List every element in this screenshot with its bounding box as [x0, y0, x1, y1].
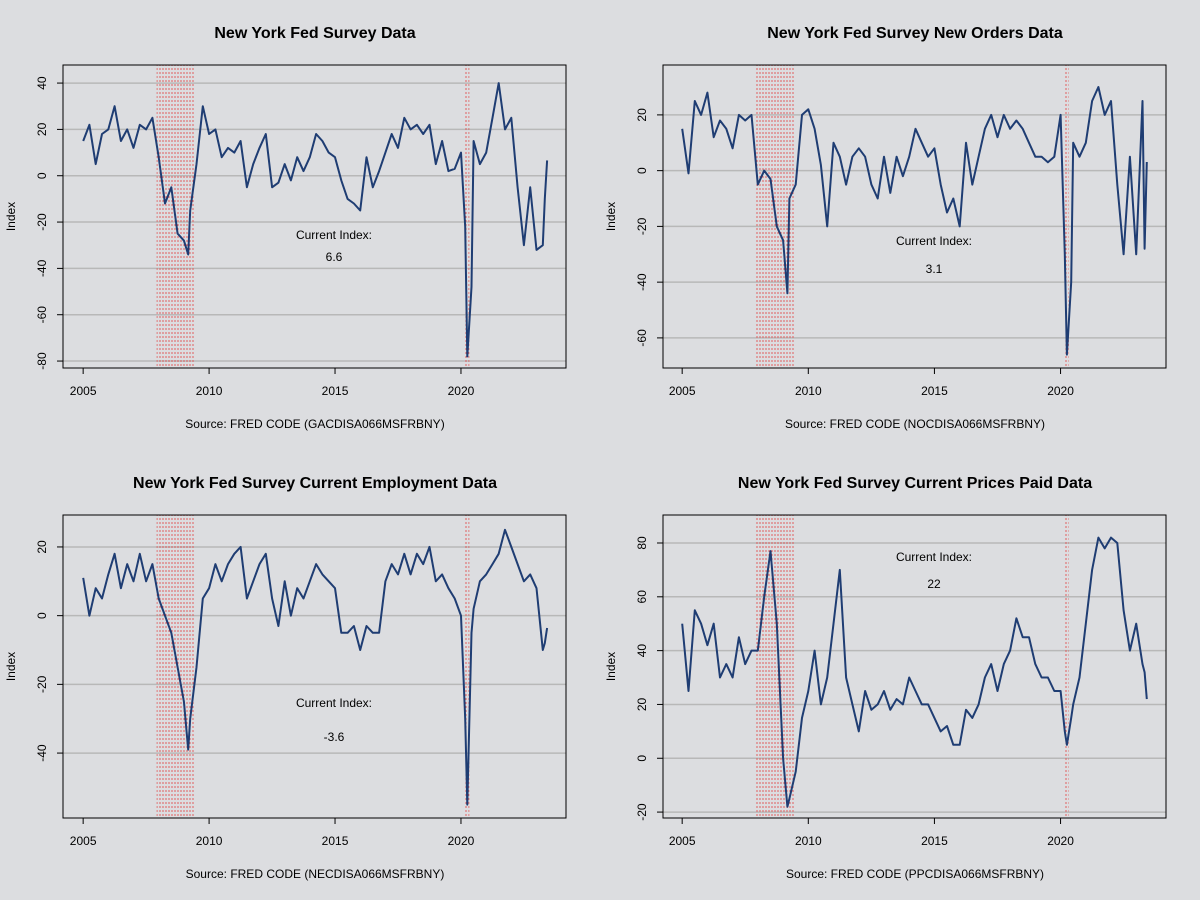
x-tick-label: 2020 — [1047, 384, 1074, 398]
y-tick-label: -40 — [635, 273, 649, 291]
annotation-value: -3.6 — [324, 730, 345, 744]
source-note: Source: FRED CODE (NOCDISA066MSFRBNY) — [785, 417, 1045, 431]
y-axis-label: Index — [4, 202, 18, 231]
chart-panel: New York Fed Survey New Orders Data -60 -4… — [604, 25, 1167, 431]
x-tick-label: 2015 — [322, 834, 349, 848]
x-tick-label: 2010 — [795, 834, 822, 848]
y-tick-label: 40 — [35, 76, 49, 90]
y-tick-label: -60 — [635, 329, 649, 347]
chart-panel: New York Fed Survey Current Prices Paid … — [604, 475, 1167, 881]
chart-title: New York Fed Survey Current Prices Paid … — [738, 475, 1092, 492]
y-tick-label: -20 — [635, 217, 649, 235]
annotation-label: Current Index: — [296, 696, 372, 710]
y-tick-label: 20 — [35, 540, 49, 554]
y-tick-label: -20 — [35, 675, 49, 693]
chart-title: New York Fed Survey New Orders Data — [767, 25, 1063, 42]
y-tick-label: 20 — [35, 122, 49, 136]
annotation-label: Current Index: — [296, 228, 372, 242]
y-tick-label: 20 — [635, 697, 649, 711]
x-tick-label: 2015 — [921, 834, 948, 848]
annotation-value: 22 — [927, 577, 941, 591]
x-tick-label: 2020 — [448, 834, 475, 848]
recession-shade — [1064, 65, 1069, 368]
y-axis-label: Index — [4, 652, 18, 681]
recession-shade — [1064, 515, 1069, 818]
x-tick-label: 2015 — [322, 384, 349, 398]
x-tick-label: 2020 — [448, 384, 475, 398]
y-tick-label: 60 — [635, 590, 649, 604]
y-tick-label: -80 — [35, 352, 49, 370]
x-tick-label: 2005 — [669, 834, 696, 848]
x-tick-label: 2005 — [669, 384, 696, 398]
data-line — [82, 528, 549, 806]
annotation-value: 3.1 — [926, 262, 943, 276]
chart-title: New York Fed Survey Current Employment D… — [133, 475, 497, 492]
x-tick-label: 2005 — [70, 834, 97, 848]
plot-frame — [662, 64, 1167, 369]
y-tick-label: 80 — [635, 536, 649, 550]
data-line — [82, 82, 549, 358]
annotation-label: Current Index: — [896, 234, 972, 248]
x-tick-label: 2005 — [70, 384, 97, 398]
y-tick-label: 0 — [635, 167, 649, 174]
recession-shade — [465, 515, 470, 818]
plot-frame — [662, 514, 1167, 819]
chart-title: New York Fed Survey Data — [214, 25, 415, 42]
recession-shade — [156, 515, 195, 818]
y-tick-label: -60 — [35, 306, 49, 324]
x-tick-label: 2020 — [1047, 834, 1074, 848]
y-tick-label: 20 — [635, 108, 649, 122]
chart-panel: New York Fed Survey Current Employment D… — [4, 475, 567, 881]
recession-shade — [755, 515, 794, 818]
chart-panel: New York Fed Survey Data -80 -60 -40 -20 0 20 4… — [4, 25, 567, 431]
data-line — [681, 86, 1148, 356]
plot-frame — [62, 64, 567, 369]
y-tick-label: -40 — [35, 744, 49, 762]
y-tick-label: -40 — [35, 259, 49, 277]
x-tick-label: 2010 — [196, 384, 223, 398]
source-note: Source: FRED CODE (NECDISA066MSFRBNY) — [186, 867, 445, 881]
y-axis-label: Index — [604, 652, 618, 681]
x-tick-label: 2015 — [921, 384, 948, 398]
x-tick-label: 2010 — [196, 834, 223, 848]
y-tick-label: -20 — [35, 213, 49, 231]
recession-shade — [465, 65, 470, 368]
y-axis-label: Index — [604, 202, 618, 231]
y-tick-label: 0 — [35, 612, 49, 619]
y-tick-label: 0 — [35, 172, 49, 179]
y-tick-label: -20 — [635, 803, 649, 821]
data-line — [681, 536, 1148, 808]
annotation-value: 6.6 — [326, 250, 343, 264]
y-tick-label: 0 — [635, 755, 649, 762]
x-tick-label: 2010 — [795, 384, 822, 398]
plot-frame — [62, 514, 567, 819]
annotation-label: Current Index: — [896, 550, 972, 564]
source-note: Source: FRED CODE (PPCDISA066MSFRBNY) — [786, 867, 1044, 881]
source-note: Source: FRED CODE (GACDISA066MSFRBNY) — [185, 417, 444, 431]
y-tick-label: 40 — [635, 644, 649, 658]
